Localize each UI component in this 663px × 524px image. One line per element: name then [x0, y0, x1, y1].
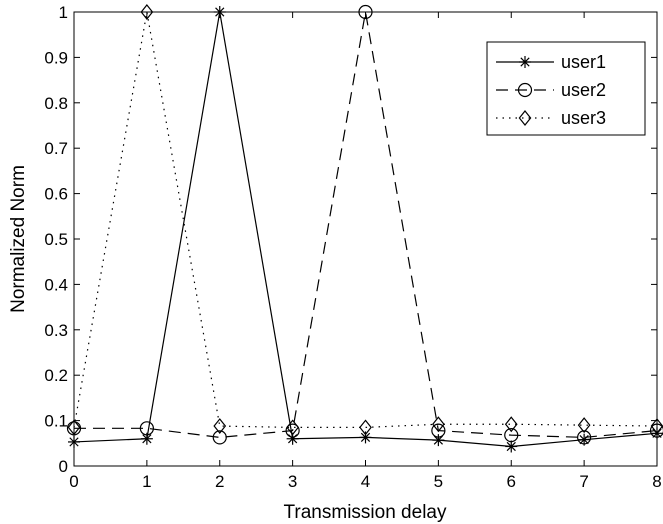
x-tick-label: 7: [579, 472, 588, 491]
y-tick-label: 0.9: [44, 48, 68, 67]
x-tick-label: 6: [507, 472, 516, 491]
y-tick-label: 0: [59, 457, 68, 476]
y-tick-label: 0.5: [44, 230, 68, 249]
y-tick-label: 1: [59, 3, 68, 22]
legend-marker-user2: [517, 82, 533, 98]
y-tick-label: 0.7: [44, 139, 68, 158]
x-tick-label: 2: [215, 472, 224, 491]
data-point-user2: [212, 430, 227, 445]
y-tick-label: 0.1: [44, 412, 68, 431]
data-point-user2: [139, 421, 154, 436]
data-point-user1: [505, 440, 518, 453]
legend-box: [486, 41, 646, 136]
y-axis-ticks: 0 0.1 0.2 0.3 0.4 0.5 0.6 0.7 0.8 0.9 1: [44, 3, 657, 476]
data-point-user1: [68, 435, 80, 448]
legend: user1 user2 user3: [486, 41, 646, 136]
data-point-user3: [67, 419, 81, 436]
data-point-user2: [649, 423, 663, 438]
data-point-user3: [140, 4, 154, 20]
data-point-user3: [213, 418, 227, 435]
data-point-user3: [504, 416, 518, 433]
y-axis-title: Normalized Norm: [8, 165, 29, 313]
x-tick-label: 8: [652, 472, 661, 491]
x-axis-title: Transmission delay: [284, 502, 447, 523]
x-tick-label: 0: [69, 472, 78, 491]
data-point-user2: [358, 4, 373, 20]
x-tick-label: 4: [361, 472, 370, 491]
y-tick-label: 0.4: [44, 275, 68, 294]
data-point-user3: [286, 419, 299, 436]
x-tick-label: 1: [142, 472, 151, 491]
data-point-user1: [432, 434, 445, 447]
data-point-user3: [577, 417, 591, 434]
data-point-user1: [213, 6, 226, 18]
x-axis-ticks: 0 1 2 3 4 5 6 7 8: [69, 12, 662, 491]
data-point-user3: [432, 416, 445, 433]
legend-label-user3: user3: [561, 108, 606, 128]
series-layer: [66, 4, 663, 453]
data-point-user3: [359, 419, 372, 436]
legend-marker-user1: [519, 56, 531, 68]
legend-marker-user3: [518, 110, 532, 126]
data-point-user3: [650, 418, 663, 435]
y-tick-label: 0.6: [44, 185, 68, 204]
data-point-user2: [285, 423, 300, 438]
y-tick-label: 0.3: [44, 321, 68, 340]
x-tick-label: 3: [288, 472, 297, 491]
y-tick-label: 0.8: [44, 94, 68, 113]
data-point-user1: [359, 431, 372, 444]
legend-label-user2: user2: [561, 80, 606, 100]
legend-label-user1: user1: [561, 52, 606, 72]
series-line-user2: [74, 11, 658, 439]
x-tick-label: 5: [434, 472, 443, 491]
data-point-user2: [577, 430, 592, 445]
data-point-user2: [504, 428, 519, 443]
y-tick-label: 0.2: [44, 366, 68, 385]
